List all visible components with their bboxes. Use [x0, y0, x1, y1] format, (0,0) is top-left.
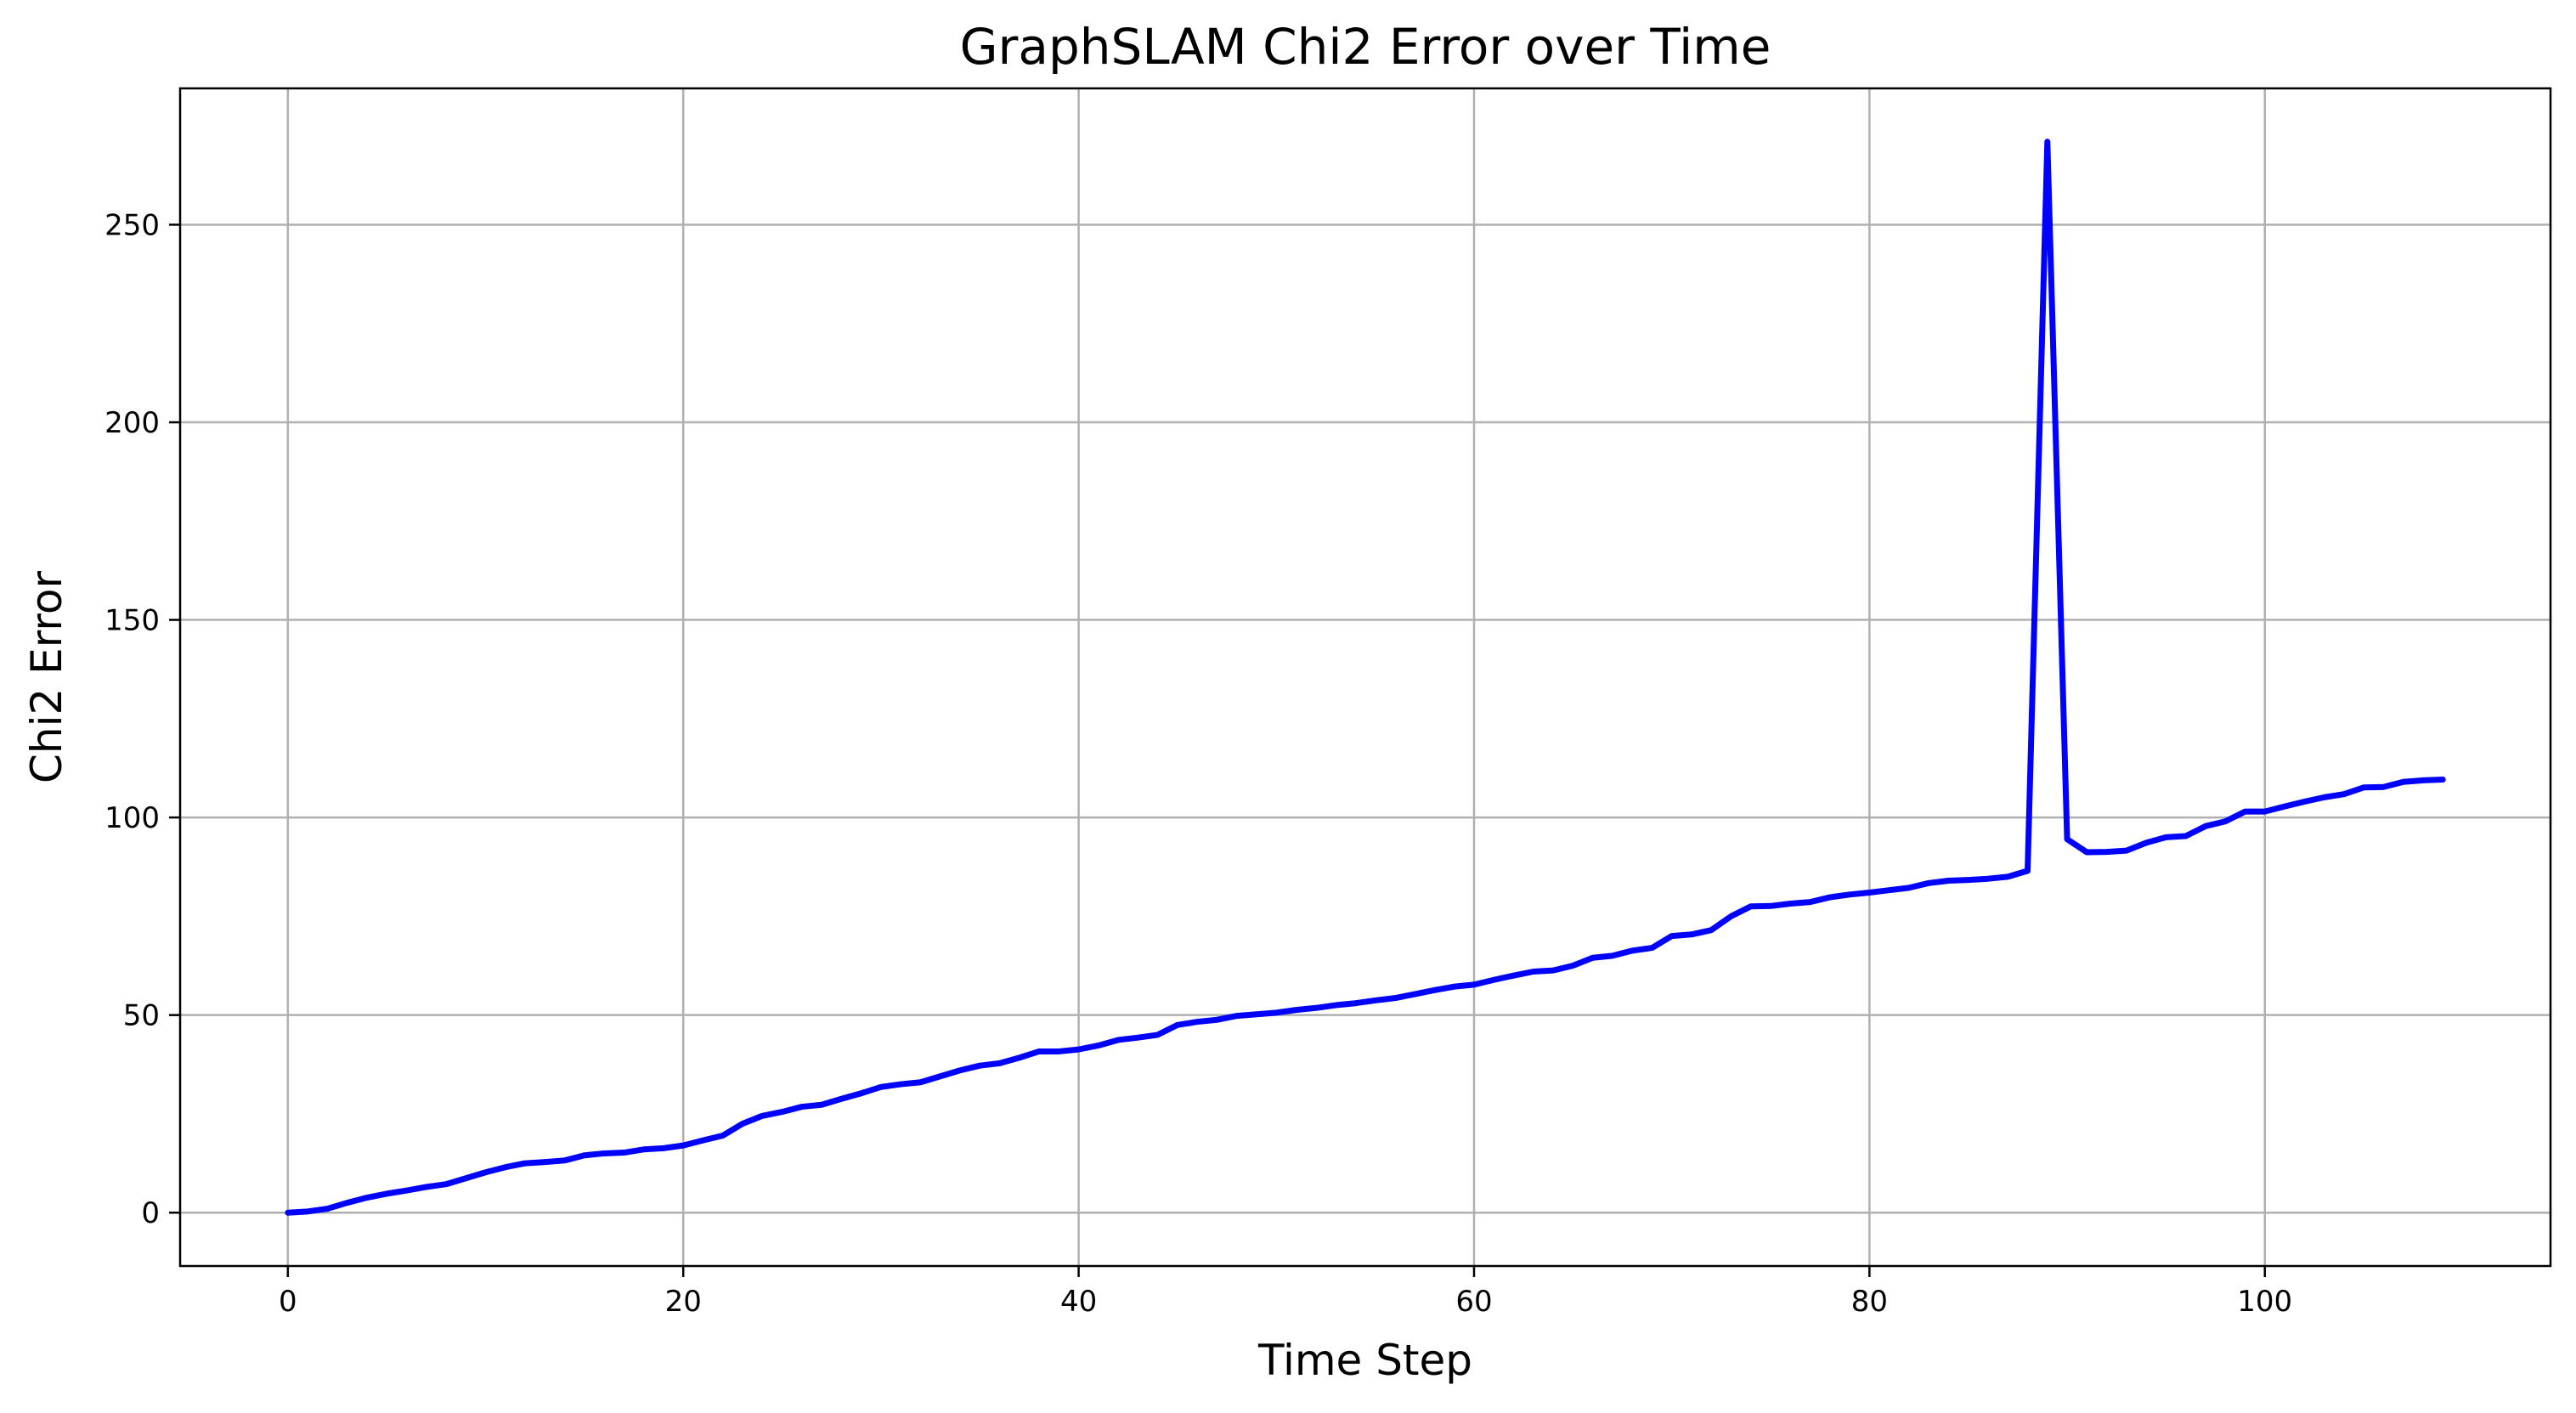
x-tick-label: 60 — [1455, 1285, 1492, 1319]
y-tick-label: 200 — [105, 406, 160, 440]
x-tick-label: 20 — [665, 1285, 702, 1319]
x-tick-label: 100 — [2237, 1285, 2292, 1319]
y-tick-label: 150 — [105, 604, 160, 638]
y-tick-label: 100 — [105, 801, 160, 835]
grid — [180, 88, 2551, 1266]
y-tick-label: 0 — [141, 1196, 160, 1230]
x-tick-label: 40 — [1060, 1285, 1097, 1319]
x-axis-ticks: 0 20 40 60 80 100 — [279, 1266, 2292, 1319]
y-axis-ticks: 0 50 100 150 200 250 — [105, 208, 180, 1230]
y-axis-label: Chi2 Error — [22, 571, 71, 784]
chart-title: GraphSLAM Chi2 Error over Time — [960, 18, 1771, 76]
x-axis-label: Time Step — [1257, 1336, 1472, 1385]
x-tick-label: 80 — [1851, 1285, 1888, 1319]
x-tick-label: 0 — [279, 1285, 297, 1319]
chi2-error-line — [285, 138, 2446, 1216]
series-layer — [285, 138, 2446, 1216]
y-tick-label: 50 — [123, 999, 160, 1033]
plot-frame — [178, 87, 2552, 1268]
y-tick-label: 250 — [105, 208, 160, 242]
